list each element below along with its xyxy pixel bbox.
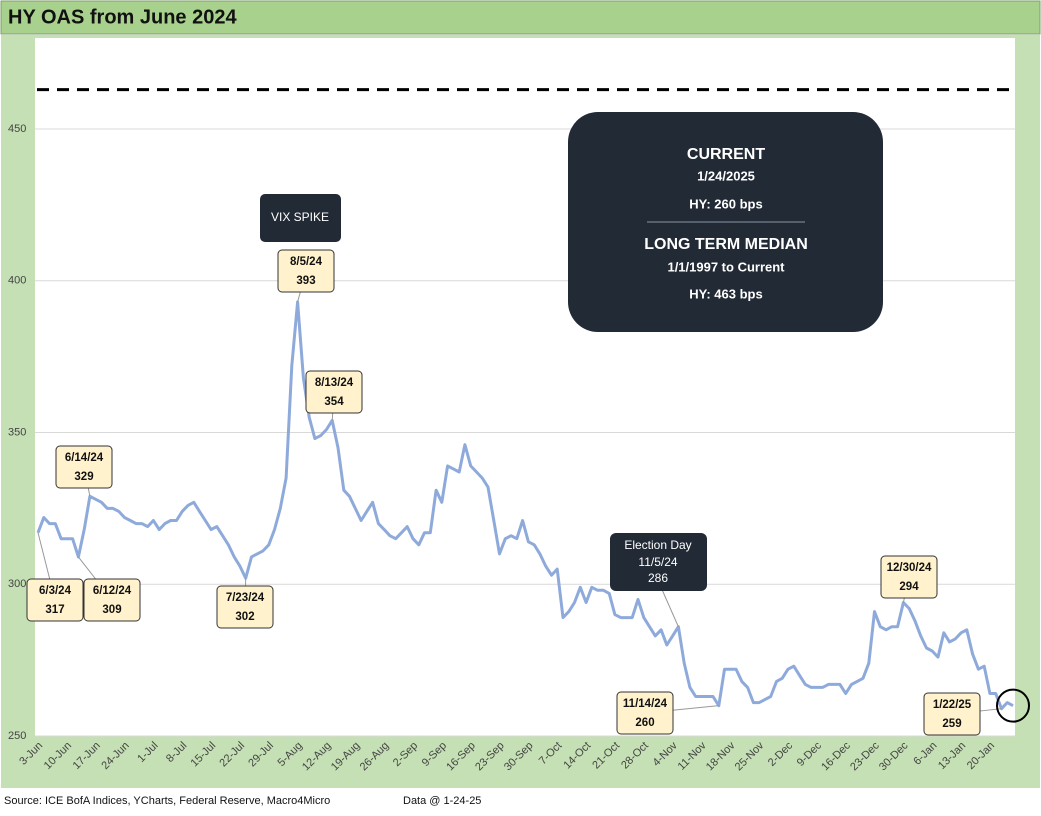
callout-date: 11/14/24 [623,698,668,710]
election-box [610,533,707,591]
leader-line [659,584,679,627]
y-tick-label: 350 [8,426,26,438]
title-bar [0,0,1041,35]
info-text: HY: 260 bps [689,196,762,211]
data-label: 260 [635,717,654,729]
callout-date: 6/3/24 [39,585,72,597]
callout-date: 1/22/25 [933,699,972,711]
data-label: 294 [899,581,919,593]
highlight-circle [996,688,1030,723]
vix-box [260,194,341,242]
callout-date: 8/5/24 [290,256,323,268]
data-label: 286 [648,571,668,585]
info-text: HY: 463 bps [689,286,762,301]
info-text: 1/24/2025 [697,168,755,183]
data-note: Data @ 1-24-25 [403,795,481,807]
data-label: 317 [45,604,64,616]
callout-box [83,578,141,622]
info-text: CURRENT [687,146,765,163]
callout-box [216,585,274,629]
callout-date: 7/23/24 [226,592,265,604]
y-tick-label: 450 [8,123,26,135]
data-label: 329 [74,471,93,483]
info-text: 1/1/1997 to Current [667,259,785,274]
chart-title: HY OAS from June 2024 [8,6,237,28]
callout-date: 6/14/24 [65,452,104,464]
line [36,300,1014,711]
vix-label: VIX SPIKE [271,210,329,224]
callout-date: 6/12/24 [93,585,132,597]
info-text: LONG TERM MEDIAN [644,236,808,253]
callout-box [616,691,674,735]
callout-box [305,370,363,414]
callout-date: 8/13/24 [315,377,354,389]
info-box: CURRENT 1/24/2025 HY: 260 bps LONG TERM … [568,112,883,332]
election-title: Election Day [624,538,691,552]
data-label: 393 [296,275,315,287]
y-tick-label: 300 [8,578,26,590]
callout-box [55,445,113,489]
data-label: 259 [942,718,961,730]
data-label: 309 [102,604,121,616]
callout-box [923,692,981,736]
y-tick-label: 250 [8,730,26,742]
source: Source: ICE BofA Indices, YCharts, Feder… [4,795,330,807]
callout-date: 12/30/24 [887,562,932,574]
election-date: 11/5/24 [638,555,677,569]
callout-box [26,578,84,622]
callout-box [880,555,938,599]
data-label: 302 [235,611,254,623]
callout-box [277,249,335,293]
data-label: 354 [324,396,344,408]
y-tick-label: 400 [8,275,26,287]
